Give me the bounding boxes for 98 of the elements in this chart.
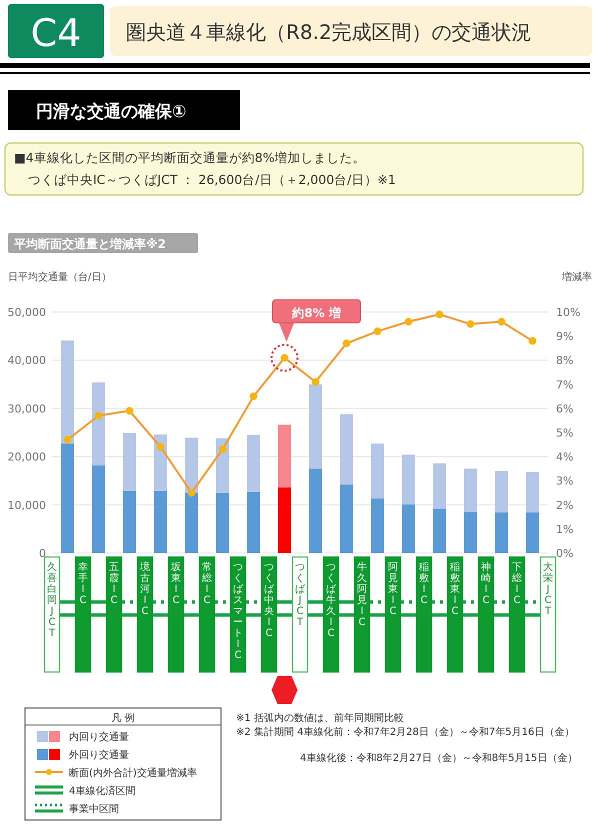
y2-tick-label: 9%: [556, 330, 574, 344]
bar: [340, 484, 353, 553]
bar: [154, 490, 167, 553]
text: 牛久阿見IC: [357, 561, 367, 628]
bar: [309, 468, 322, 553]
point: [342, 340, 350, 348]
bar: [402, 454, 415, 504]
point: [312, 378, 320, 386]
bar: [309, 384, 322, 469]
text: つくば中央IC～つくばJCT ： 26,600台/日（＋2,000台/日）※1: [28, 172, 396, 187]
bar: [433, 508, 446, 553]
text: 稲敷IC: [419, 562, 429, 606]
text: つくばスマートIC: [233, 562, 243, 661]
text: 平均断面交通量と増減率※2: [13, 237, 166, 251]
y2-tick-label: 2%: [556, 498, 574, 512]
text: 稲敷東IC: [450, 562, 460, 617]
bar: [92, 465, 105, 553]
text: 4車線化後：令和8年2月27日（金）～令和8年5月15日（金）: [300, 752, 578, 765]
bar: [433, 463, 446, 509]
y2-tick-label: 10%: [556, 306, 580, 319]
y2-tick-label: 1%: [556, 522, 574, 536]
point: [64, 436, 72, 444]
bar: [526, 472, 539, 513]
y-tick-label: 40,000: [8, 354, 46, 368]
bar: [340, 414, 353, 485]
text: ※1 括弧内の数値は、前年同期間比較: [236, 712, 405, 725]
text: 大栄JCT: [543, 561, 553, 617]
y-tick-label: 20,000: [8, 450, 46, 464]
point: [156, 443, 164, 451]
bar: [61, 444, 74, 553]
bar: [495, 471, 508, 513]
legend-label: 断面(内外合計)交通量増減率: [69, 767, 197, 779]
point: [94, 412, 102, 420]
point: [218, 446, 226, 454]
bar: [61, 340, 74, 444]
annotation: 約8% 増: [291, 306, 341, 320]
y2-tick-label: 8%: [556, 354, 574, 368]
bar: [402, 504, 415, 553]
bar: [278, 424, 291, 488]
bar: [371, 498, 384, 553]
text: 常総IC: [201, 561, 212, 606]
bar: [247, 434, 260, 492]
y-tick-label: 50,000: [8, 306, 46, 319]
point: [188, 488, 196, 497]
bar: [185, 492, 198, 553]
bar: [371, 444, 384, 499]
bar: [278, 487, 291, 553]
text: 阿見東IC: [388, 562, 398, 617]
bar: [464, 468, 477, 512]
text: 久喜白岡JCT: [47, 561, 57, 639]
legend-label: 内回り交通量: [69, 731, 129, 743]
text: つくばJCT: [295, 562, 306, 628]
bar: [154, 434, 167, 491]
bar: [92, 382, 105, 466]
text: 事業中区間: [69, 803, 119, 815]
bar: [464, 512, 477, 553]
chart-subtitle: 円滑な交通の確保①: [36, 102, 186, 122]
text: ■4車線化した区間の平均断面交通量が約8%増加しました。: [14, 150, 366, 165]
bar: [123, 432, 136, 491]
bar: [185, 438, 198, 493]
text: 神崎IC: [481, 561, 491, 606]
point: [436, 310, 444, 318]
text: 五霞IC: [109, 562, 119, 606]
y-tick-label: 10,000: [8, 498, 46, 512]
point: [250, 392, 258, 400]
text: 幸手IC: [78, 561, 88, 606]
bar: [123, 490, 136, 553]
y2-tick-label: 5%: [556, 426, 574, 440]
text: C4: [30, 11, 82, 55]
chart-title: 圏央道４車線化（R8.2完成区間）の交通状況: [126, 20, 532, 44]
text: 4車線化済区間: [69, 785, 136, 797]
y2-tick-label: 7%: [556, 378, 574, 392]
legend-label: 外回り交通量: [69, 749, 129, 761]
text: つくば牛久IC: [326, 562, 337, 639]
point: [498, 318, 506, 326]
bar: [216, 492, 229, 553]
y2-tick-label: 3%: [556, 474, 574, 488]
bar: [495, 512, 508, 553]
point: [466, 320, 474, 328]
y2-axis-title: 増減率: [561, 271, 592, 283]
legend-title: 凡 例: [111, 713, 135, 724]
point: [374, 327, 382, 336]
y2-tick-label: 0%: [556, 547, 574, 560]
bar: [526, 512, 539, 553]
y-axis-title: 日平均交通量（台/日）: [8, 271, 112, 283]
bar: [247, 492, 260, 553]
y2-tick-label: 4%: [556, 450, 574, 464]
text: 坂東IC: [170, 561, 181, 606]
y-tick-label: 0: [39, 547, 46, 560]
text: ※2 集計期間 4車線化前：令和7年2月28日（金）～令和7年5月16日（金）: [236, 726, 576, 739]
y2-tick-label: 6%: [556, 402, 574, 416]
text: つくば中央IC: [264, 562, 275, 639]
point: [126, 407, 134, 415]
point: [404, 318, 412, 326]
text: 境古河IC: [139, 561, 150, 617]
y-tick-label: 30,000: [8, 402, 46, 416]
point: [528, 337, 536, 345]
text: 下総IC: [511, 562, 522, 606]
